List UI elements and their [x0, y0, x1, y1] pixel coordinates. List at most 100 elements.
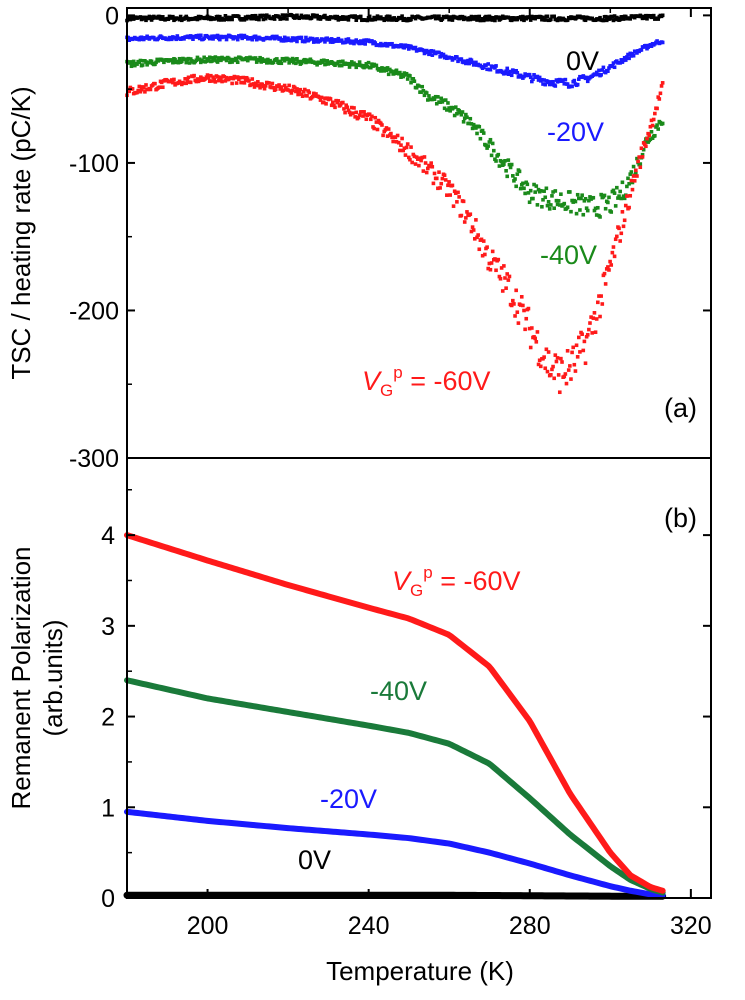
- panel-a-point--60V: [357, 113, 362, 118]
- panel-a-point--40V: [144, 60, 148, 64]
- panel-a-point--60V: [443, 178, 448, 182]
- panel-a-point--60V: [141, 86, 146, 90]
- panel-a-point--20V: [540, 77, 544, 82]
- panel-a-label: (a): [664, 393, 697, 423]
- panel-a-point--40V: [128, 60, 133, 64]
- panel-a-y-tick-label: -300: [69, 445, 119, 473]
- panel-a-point-0V: [604, 18, 609, 23]
- panel-a-point--60V: [477, 247, 482, 252]
- panel-a-point--60V: [554, 359, 559, 364]
- panel-a-point-0V: [608, 16, 612, 21]
- panel-a-point--60V: [426, 166, 430, 171]
- panel-a-point--60V: [234, 81, 239, 85]
- panel-a-point--40V: [154, 60, 158, 65]
- panel-a-point--60V: [402, 146, 407, 151]
- panel-a-point--20V: [282, 35, 287, 40]
- panel-a-point-0V: [492, 15, 496, 20]
- panel-a-point--60V: [451, 204, 456, 208]
- panel-a-point--60V: [144, 83, 148, 87]
- panel-a-point--20V: [211, 37, 215, 41]
- panel-a-point--60V: [604, 267, 609, 271]
- panel-a-point--40V: [171, 60, 175, 65]
- panel-a-point--60V: [370, 114, 374, 119]
- panel-a-point--20V: [139, 35, 144, 40]
- panel-a-point--60V: [602, 271, 607, 276]
- panel-a-point--60V: [210, 79, 214, 83]
- panel-a-point--40V: [656, 127, 660, 131]
- panel-a-point--40V: [649, 130, 654, 134]
- panel-a-point--40V: [587, 198, 591, 203]
- panel-a-point--60V: [623, 203, 628, 208]
- panel-a-point--60V: [612, 254, 617, 259]
- panel-a-point--20V: [577, 77, 581, 81]
- panel-a-point--60V: [486, 266, 491, 271]
- panel-a-point-0V: [620, 15, 625, 19]
- panel-a-point--60V: [448, 193, 452, 197]
- panel-a-point--40V: [630, 180, 635, 185]
- panel-a-point--20V: [126, 35, 130, 40]
- panel-a-point--40V: [260, 57, 265, 61]
- panel-a-point--40V: [229, 57, 233, 62]
- panel-a-point--60V: [263, 84, 268, 88]
- panel-a-point--20V: [322, 37, 326, 42]
- panel-a-point--40V: [457, 108, 461, 113]
- panel-a-point--40V: [650, 136, 655, 140]
- panel-a-point--20V: [469, 58, 474, 63]
- panel-a-point-0V: [543, 18, 548, 22]
- panel-a-point--60V: [442, 173, 447, 178]
- panel-a-point--40V: [341, 59, 345, 64]
- panel-a-point--20V: [553, 84, 558, 88]
- panel-a-point--60V: [471, 228, 476, 232]
- panel-a-point--40V: [559, 192, 563, 196]
- panel-a-point--60V: [419, 158, 423, 163]
- panel-a-point--40V: [235, 60, 240, 65]
- panel-a-point--60V: [629, 178, 634, 183]
- panel-a-point--60V: [351, 111, 355, 115]
- panel-a-point-0V: [218, 14, 222, 19]
- panel-a-point--60V: [436, 186, 440, 191]
- panel-a-point-0V: [490, 18, 495, 22]
- panel-a-point--60V: [127, 89, 132, 94]
- panel-a-point--40V: [638, 162, 643, 166]
- panel-a-point-0V: [252, 16, 257, 20]
- panel-a-point-0V: [528, 18, 533, 22]
- panel-a-point--60V: [587, 327, 591, 332]
- panel-a-point--20V: [610, 64, 615, 69]
- panel-a-point--60V: [503, 276, 507, 280]
- panel-a-point--40V: [228, 60, 232, 65]
- panel-a-point-0V: [256, 15, 260, 20]
- panel-a-point--20V: [503, 71, 507, 76]
- panel-a-point-0V: [367, 14, 372, 19]
- panel-a-point--40V: [140, 63, 145, 67]
- panel-a-point--40V: [606, 200, 610, 205]
- panel-a-point--60V: [465, 210, 469, 214]
- panel-a-point--60V: [556, 373, 561, 377]
- panel-a-point--60V: [438, 186, 442, 190]
- panel-a-point--40V: [322, 58, 326, 63]
- panel-a-point--60V: [418, 156, 422, 160]
- panel-a-point--40V: [533, 190, 537, 194]
- panel-a-point--60V: [216, 78, 221, 83]
- panel-a-point--20V: [488, 67, 493, 72]
- panel-a-point--20V: [506, 72, 511, 76]
- panel-a-point--20V: [459, 57, 464, 61]
- panel-a-point--60V: [507, 274, 512, 279]
- panel-a-point--40V: [535, 203, 540, 207]
- panel-a-point--60V: [544, 347, 549, 352]
- panel-a-point--40V: [462, 116, 467, 121]
- panel-a-point--40V: [212, 58, 217, 62]
- panel-a-point--20V: [383, 41, 388, 46]
- panel-a-point--40V: [447, 106, 451, 110]
- panel-a-point--60V: [621, 224, 626, 229]
- panel-a-point--60V: [658, 91, 663, 96]
- panel-a-point--20V: [405, 43, 410, 48]
- panel-a-point--40V: [603, 206, 608, 211]
- panel-a-point--40V: [295, 57, 299, 61]
- panel-a-point--60V: [470, 225, 475, 229]
- panel-a-point-0V: [353, 14, 357, 18]
- panel-a-point--40V: [353, 62, 357, 67]
- panel-a-point--40V: [421, 89, 426, 93]
- panel-a-point--60V: [468, 212, 473, 217]
- panel-a-point--60V: [390, 135, 394, 140]
- panel-a-point--20V: [278, 36, 283, 40]
